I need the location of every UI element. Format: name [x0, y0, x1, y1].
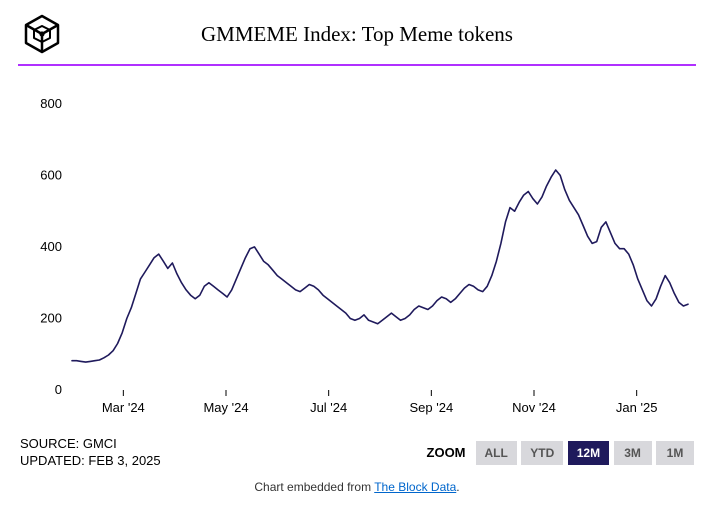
svg-text:400: 400: [40, 239, 62, 254]
chart-title: GMMEME Index: Top Meme tokens: [64, 22, 694, 47]
chart-svg: 0 200 400 600 800 Mar '24 May '24 Jul '24 Sep '2…: [18, 78, 696, 428]
svg-text:Jan '25: Jan '25: [616, 400, 658, 415]
svg-text:Sep '24: Sep '24: [409, 400, 453, 415]
logo-icon: [20, 12, 64, 56]
svg-text:200: 200: [40, 310, 62, 325]
chart-footer: SOURCE: GMCI UPDATED: FEB 3, 2025 ZOOM A…: [0, 428, 714, 474]
zoom-btn-1m[interactable]: 1M: [656, 441, 694, 465]
svg-text:Nov '24: Nov '24: [512, 400, 556, 415]
embed-prefix: Chart embedded from: [254, 480, 374, 494]
zoom-btn-ytd[interactable]: YTD: [521, 441, 563, 465]
svg-text:Mar '24: Mar '24: [102, 400, 145, 415]
chart-header: GMMEME Index: Top Meme tokens: [0, 0, 714, 64]
svg-text:600: 600: [40, 167, 62, 182]
line-chart: 0 200 400 600 800 Mar '24 May '24 Jul '24 Sep '2…: [18, 78, 696, 428]
embed-attribution: Chart embedded from The Block Data.: [0, 474, 714, 504]
zoom-controls: ZOOM ALL YTD 12M 3M 1M: [427, 441, 694, 465]
source-text: SOURCE: GMCI UPDATED: FEB 3, 2025: [20, 436, 161, 470]
zoom-btn-all[interactable]: ALL: [476, 441, 517, 465]
embed-suffix: .: [456, 480, 459, 494]
source-line-2: UPDATED: FEB 3, 2025: [20, 453, 161, 470]
zoom-label: ZOOM: [427, 445, 466, 460]
source-line-1: SOURCE: GMCI: [20, 436, 161, 453]
zoom-btn-12m[interactable]: 12M: [568, 441, 609, 465]
zoom-btn-3m[interactable]: 3M: [614, 441, 652, 465]
svg-text:Jul '24: Jul '24: [310, 400, 347, 415]
embed-link[interactable]: The Block Data: [374, 480, 456, 494]
svg-text:0: 0: [55, 382, 62, 397]
header-divider: [18, 64, 696, 66]
svg-text:May '24: May '24: [203, 400, 248, 415]
svg-text:800: 800: [40, 96, 62, 111]
